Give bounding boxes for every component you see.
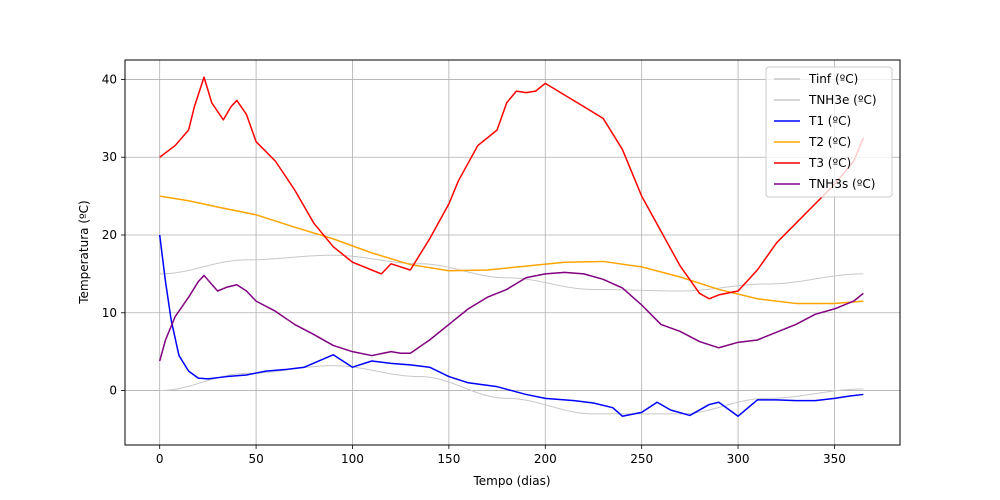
series-line-tinf	[159, 365, 864, 415]
y-tick-label: 30	[102, 150, 117, 164]
legend-label-tnh3e: TNH3e (ºC)	[808, 93, 877, 107]
legend-label-t3: T3 (ºC)	[808, 156, 851, 170]
legend-label-tinf: Tinf (ºC)	[808, 72, 858, 86]
series-line-t2	[159, 195, 864, 305]
x-tick-label: 150	[437, 452, 460, 466]
x-axis-label: Tempo (dias)	[472, 474, 550, 488]
x-tick-label: 250	[630, 452, 653, 466]
x-tick-label: 50	[248, 452, 263, 466]
y-tick-label: 40	[102, 72, 117, 86]
legend: Tinf (ºC) TNH3e (ºC) T1 (ºC) T2 (ºC) T3 (ºC)…	[765, 66, 893, 198]
series-line-tnh3e	[159, 254, 864, 292]
plot-frame	[124, 59, 901, 446]
series-line-t3	[159, 76, 865, 300]
series-group	[158, 76, 865, 417]
y-tick-label: 10	[102, 306, 117, 320]
x-tick-label: 300	[727, 452, 750, 466]
x-tick-label: 350	[823, 452, 846, 466]
x-tick-label: 200	[534, 452, 557, 466]
series-line-t1	[158, 234, 864, 417]
legend-label-t2: T2 (ºC)	[808, 135, 851, 149]
legend-label-tnh3s: TNH3s (ºC)	[808, 177, 875, 191]
y-axis-ticks: 0 10 20 30 40	[102, 72, 125, 398]
x-tick-label: 0	[156, 452, 164, 466]
series-line-tnh3s	[158, 271, 864, 362]
x-axis-ticks: 0 50 100 150 200 250 300 350	[156, 445, 846, 466]
legend-label-t1: T1 (ºC)	[808, 114, 851, 128]
y-axis-label: Temperatura (ºC)	[77, 200, 91, 304]
x-tick-label: 100	[341, 452, 364, 466]
y-tick-label: 0	[109, 384, 117, 398]
y-tick-label: 20	[102, 228, 117, 242]
